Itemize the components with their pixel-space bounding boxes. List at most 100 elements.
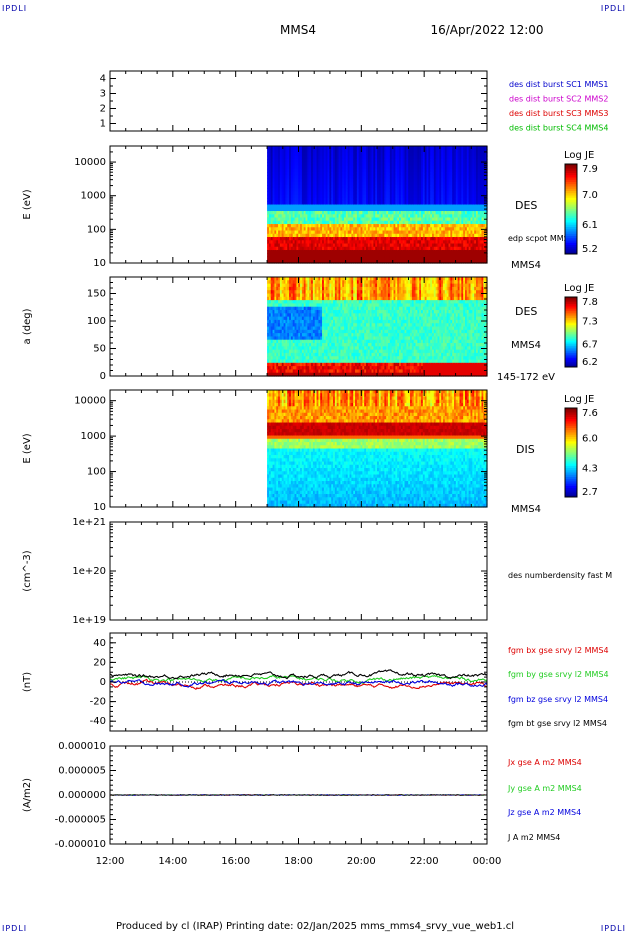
des-pitch-colorbar-segment (565, 351, 577, 354)
des-energy-sc-label: MMS4 (511, 260, 541, 271)
current-panel-ytick-label: -0.000005 (55, 815, 106, 826)
des-pitch-panel-ytick-label: 100 (87, 316, 106, 327)
corner-label-tl: IPDLI (2, 4, 28, 13)
current-ylabel: (A/m2) (22, 778, 33, 812)
corner-label-bl: IPDLI (2, 924, 28, 933)
des-energy-colorbar-segment (565, 231, 577, 235)
x-tick-label: 20:00 (347, 856, 376, 867)
dis-energy-colorbar-segment (565, 465, 577, 469)
dis-energy-colorbar-segment (565, 445, 577, 449)
fgm-panel-ytick-label: -20 (90, 697, 106, 708)
dis-energy-colorbar-tick-label: 4.3 (582, 463, 598, 474)
des-energy-colorbar-frame (564, 163, 578, 255)
des-energy-colorbar-segment (565, 200, 577, 203)
des-energy-panel-ytick-label: 10 (93, 258, 106, 269)
fgm-panel-ytick-label: 20 (93, 657, 106, 668)
dis-energy-colorbar-segment (565, 416, 577, 420)
dis-energy-colorbar-title: Log JE (564, 394, 594, 405)
date-time-title: 16/Apr/2022 12:00 (430, 23, 543, 37)
des-pitch-colorbar-segment (565, 363, 577, 366)
density-legend: des numberdensity fast M (508, 571, 612, 580)
dis-energy-colorbar-segment (565, 479, 577, 482)
des-pitch-colorbar-tick-label: 7.8 (582, 297, 598, 308)
des-energy-colorbar-segment (565, 186, 577, 190)
des-energy-colorbar-segment (565, 224, 577, 228)
des-energy-colorbar-segment (565, 233, 577, 237)
des-energy-colorbar-segment (565, 206, 577, 210)
des-pitch-colorbar-segment (565, 309, 577, 312)
dis-energy-panel-ytick-label: 100 (87, 467, 106, 478)
des-pitch-colorbar-segment (565, 328, 577, 331)
des-pitch-colorbar-segment (565, 335, 577, 338)
burst-panel-ytick-label: 1 (100, 119, 106, 130)
des-pitch-colorbar-segment (565, 326, 577, 329)
des-pitch-colorbar-segment (565, 365, 577, 368)
des-pitch-colorbar-segment (565, 354, 577, 357)
des-pitch-panel-ytick-label: 0 (100, 371, 106, 382)
dis-energy-colorbar-segment (565, 448, 577, 451)
burst-legend-1: des dist burst SC1 MMS1 (509, 80, 608, 89)
des-energy-colorbar-segment (565, 195, 577, 199)
dis-energy-colorbar-segment (565, 474, 577, 478)
des-energy-colorbar-segment (565, 168, 577, 172)
des-energy-colorbar-segment (565, 204, 577, 208)
des-pitch-colorbar-segment (565, 346, 577, 349)
des-pitch-colorbar-frame (564, 296, 578, 368)
dis-energy-colorbar-segment (565, 452, 577, 456)
des-pitch-colorbar-segment (565, 347, 577, 350)
fgm-panel-ytick-label: -40 (90, 716, 106, 727)
des-energy-colorbar-segment (565, 218, 577, 221)
fgm-legend-3: fgm bz gse srvy l2 MMS4 (508, 695, 608, 704)
burst-panel-ytick-label: 2 (100, 104, 106, 115)
current-panel-ytick-label: 0.000010 (58, 741, 106, 752)
current-panel-ytick-label: -0.000010 (55, 839, 106, 850)
dis-energy-colorbar-segment (565, 425, 577, 429)
dis-energy-colorbar-segment (565, 476, 577, 480)
des-pitch-colorbar-segment (565, 337, 577, 340)
des-pitch-colorbar-segment (565, 302, 577, 305)
dis-energy-colorbar-segment (565, 494, 577, 498)
dis-energy-colorbar-segment (565, 410, 577, 413)
dis-energy-colorbar-segment (565, 468, 577, 471)
des-energy-ylabel: E (eV) (22, 189, 33, 219)
dis-energy-heatmap (267, 390, 488, 508)
current-series-4 (109, 794, 488, 796)
des-pitch-colorbar-segment (565, 312, 577, 315)
burst-panel-ytick-label: 3 (100, 89, 106, 100)
corner-label-tr: IPDLI (600, 4, 626, 13)
current-panel-ytick-label: 0.000000 (58, 790, 106, 801)
current-legend-1: Jx gse A m2 MMS4 (507, 758, 582, 767)
dis-energy-colorbar-segment (565, 428, 577, 431)
fgm-series-1 (109, 678, 488, 691)
dis-energy-colorbar-tick-label: 2.7 (582, 487, 598, 498)
dis-energy-colorbar-frame (564, 407, 578, 498)
fgm-panel-ytick-label: 0 (100, 677, 106, 688)
des-pitch-colorbar-title: Log JE (564, 283, 594, 294)
dis-energy-sc-label: MMS4 (511, 504, 541, 515)
des-energy-colorbar-segment (565, 238, 577, 241)
x-tick-label: 14:00 (158, 856, 187, 867)
current-panel-ytick-label: 0.000005 (58, 766, 106, 777)
dis-energy-panel-ytick-label: 10000 (74, 396, 106, 407)
des-pitch-label: DES (515, 305, 537, 318)
dis-energy-colorbar-segment (565, 485, 577, 489)
des-energy-colorbar-segment (565, 245, 577, 248)
density-panel-ytick-label: 1e+19 (72, 615, 106, 626)
des-pitch-colorbar-segment (565, 305, 577, 308)
des-pitch-colorbar-segment (565, 323, 577, 326)
x-tick-label: 12:00 (96, 856, 125, 867)
density-ylabel: (cm^-3) (22, 550, 33, 591)
corner-label-br: IPDLI (600, 924, 626, 933)
des-energy-colorbar-segment (565, 209, 577, 212)
current-legend-2: Jy gse A m2 MMS4 (507, 784, 582, 793)
des-pitch-colorbar-tick-label: 6.2 (582, 357, 598, 368)
dis-energy-colorbar-segment (565, 454, 577, 458)
des-pitch-heatmap (267, 277, 488, 377)
des-energy-colorbar-tick-label: 7.9 (582, 164, 598, 175)
des-pitch-colorbar-segment (565, 330, 577, 333)
dis-energy-colorbar-segment (565, 430, 577, 433)
des-energy-colorbar-segment (565, 242, 577, 246)
burst-legend-4: des dist burst SC4 MMS4 (509, 124, 608, 133)
des-energy-colorbar-segment (565, 249, 577, 253)
density-panel-frame (109, 521, 488, 621)
